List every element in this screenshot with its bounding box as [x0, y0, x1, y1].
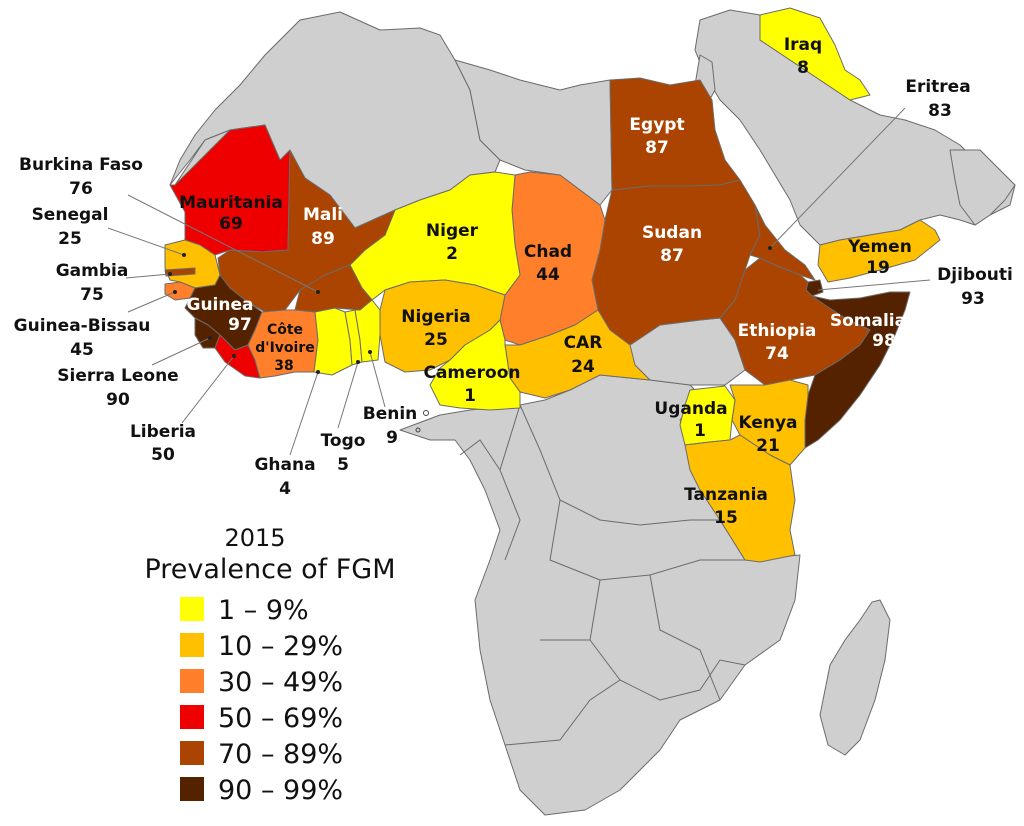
- label-gambia-value: 75: [80, 285, 104, 305]
- country-benin: [354, 299, 381, 363]
- country-cameroon: [429, 319, 521, 411]
- legend-swatch: [180, 777, 204, 801]
- label-ghana-name: Ghana: [254, 455, 315, 475]
- country-tanzania: [684, 434, 796, 563]
- legend-label: 1 – 9%: [218, 595, 309, 626]
- label-iraq-name: Iraq: [784, 35, 822, 55]
- legend-swatch: [180, 633, 204, 657]
- label-eritrea-value: 83: [928, 101, 952, 121]
- label-kenya-name: Kenya: [738, 413, 797, 433]
- label-car-value: 24: [571, 357, 595, 377]
- label-ghana-value: 4: [279, 479, 291, 499]
- label-guinea-bissau-value: 45: [70, 340, 94, 360]
- legend-label: 70 – 89%: [218, 739, 343, 770]
- label-mauritania-value: 69: [219, 214, 243, 234]
- label-liberia-name: Liberia: [130, 422, 196, 442]
- leader-lines: [107, 107, 931, 456]
- label-liberia-value: 50: [151, 445, 175, 465]
- label-nigeria-value: 25: [424, 330, 448, 350]
- legend-title: Prevalence of FGM: [144, 554, 395, 585]
- label-mali-value: 89: [311, 229, 335, 249]
- label-guinea-value: 97: [228, 315, 252, 335]
- country-mali: [217, 149, 396, 313]
- label-cote-divoire-line2: d'Ivoire: [255, 340, 314, 356]
- legend-label: 90 – 99%: [218, 775, 343, 806]
- southern-borders: [459, 404, 746, 746]
- label-cameroon-value: 1: [464, 386, 476, 406]
- label-yemen-value: 19: [866, 258, 890, 278]
- legend-swatch: [180, 597, 204, 621]
- label-iraq-value: 8: [797, 58, 809, 78]
- legend-swatch: [180, 741, 204, 765]
- label-benin-name: Benin: [363, 404, 418, 424]
- legend-swatch: [180, 669, 204, 693]
- label-cote-divoire-line1: Côte: [267, 322, 303, 338]
- label-ethiopia-name: Ethiopia: [738, 321, 817, 341]
- label-yemen-name: Yemen: [847, 237, 912, 257]
- label-chad-name: Chad: [524, 242, 572, 262]
- label-sierra-leone-value: 90: [106, 390, 130, 410]
- label-togo-value: 5: [337, 455, 349, 475]
- label-mauritania-name: Mauritania: [179, 193, 283, 213]
- label-guinea-bissau-name: Guinea-Bissau: [14, 316, 151, 336]
- label-djibouti-name: Djibouti: [937, 265, 1013, 285]
- label-cote-divoire-value: 38: [274, 358, 293, 374]
- island-marker-2: [415, 427, 421, 433]
- label-gambia-name: Gambia: [56, 261, 129, 281]
- label-eritrea-name: Eritrea: [905, 77, 970, 97]
- legend-label: 10 – 29%: [218, 631, 343, 662]
- island-marker-1: [423, 410, 429, 416]
- label-chad-value: 44: [536, 265, 560, 285]
- label-benin-value: 9: [386, 428, 398, 448]
- label-niger-value: 2: [446, 244, 458, 264]
- country-yemen: [817, 219, 941, 283]
- colored-countries: [164, 7, 941, 563]
- label-tanzania-name: Tanzania: [684, 485, 768, 505]
- label-ethiopia-value: 74: [765, 344, 789, 364]
- legend-items: 1 – 9% 10 – 29% 30 – 49% 50 – 69% 70 – 89% 90…: [180, 595, 343, 806]
- label-uganda-name: Uganda: [654, 399, 727, 419]
- country-iraq: [759, 7, 871, 101]
- country-somalia: [804, 291, 911, 449]
- label-egypt-name: Egypt: [629, 115, 684, 135]
- legend: 2015 Prevalence of FGM 1 – 9% 10 – 29% 30 …: [144, 524, 395, 806]
- label-somalia-name: Somalia: [830, 311, 906, 331]
- label-car-name: CAR: [564, 333, 603, 353]
- label-egypt-value: 87: [645, 138, 669, 158]
- label-somalia-value: 98: [872, 331, 896, 351]
- label-niger-name: Niger: [426, 221, 479, 241]
- legend-swatch: [180, 705, 204, 729]
- label-sierra-leone-name: Sierra Leone: [57, 366, 178, 386]
- legend-label: 50 – 69%: [218, 703, 343, 734]
- label-djibouti-value: 93: [961, 289, 985, 309]
- country-mauritania: [169, 124, 291, 256]
- legend-label: 30 – 49%: [218, 667, 343, 698]
- label-mali-name: Mali: [303, 205, 343, 225]
- label-cameroon-name: Cameroon: [423, 363, 520, 383]
- legend-year: 2015: [224, 524, 285, 552]
- label-sudan-value: 87: [660, 246, 684, 266]
- region-oman: [949, 149, 1016, 226]
- label-tanzania-value: 15: [714, 508, 738, 528]
- country-labels: Iraq 8 Egypt 87 Sudan 87 Yemen 19 Somali…: [179, 35, 912, 528]
- label-burkina-faso-value: 76: [69, 179, 93, 199]
- external-labels: Burkina Faso 76 Senegal 25 Gambia 75 Gui…: [14, 77, 1013, 499]
- label-burkina-faso-name: Burkina Faso: [19, 155, 143, 175]
- label-sudan-name: Sudan: [642, 223, 702, 243]
- label-senegal-value: 25: [58, 229, 82, 249]
- country-car: [504, 309, 651, 399]
- label-kenya-value: 21: [756, 436, 780, 456]
- label-togo-name: Togo: [321, 431, 366, 451]
- label-guinea-name: Guinea: [187, 295, 254, 315]
- label-senegal-name: Senegal: [32, 205, 109, 225]
- label-nigeria-name: Nigeria: [401, 307, 470, 327]
- label-uganda-value: 1: [694, 421, 706, 441]
- region-libya: [454, 59, 613, 206]
- region-madagascar: [819, 599, 891, 756]
